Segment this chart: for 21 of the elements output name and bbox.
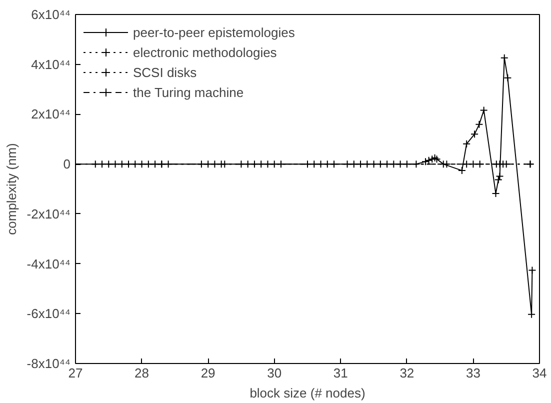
y-tick-label: 2x10⁴⁴ bbox=[31, 106, 71, 122]
legend-label: SCSI disks bbox=[133, 64, 197, 80]
y-tick-label: 4x10⁴⁴ bbox=[31, 56, 71, 72]
x-tick-label: 34 bbox=[532, 366, 547, 380]
x-tick-label: 30 bbox=[267, 366, 282, 380]
y-tick-label: 0 bbox=[63, 156, 71, 172]
y-axis-title: complexity (nm) bbox=[4, 143, 19, 235]
x-tick-label: 31 bbox=[333, 366, 348, 380]
x-tick-label: 32 bbox=[400, 366, 414, 380]
y-tick-label: -6x10⁴⁴ bbox=[26, 306, 71, 322]
y-tick-label: -4x10⁴⁴ bbox=[26, 256, 71, 272]
x-tick-label: 29 bbox=[200, 366, 216, 380]
x-axis-title: block size (# nodes) bbox=[250, 386, 366, 400]
y-tick-label: -2x10⁴⁴ bbox=[26, 206, 71, 222]
legend-label: the Turing machine bbox=[133, 84, 244, 100]
x-tick-label: 27 bbox=[68, 366, 83, 380]
x-tick-label: 33 bbox=[466, 366, 480, 380]
x-tick-label: 28 bbox=[134, 366, 150, 380]
legend-label: electronic methodologies bbox=[133, 44, 277, 60]
y-tick-label: 6x10⁴⁴ bbox=[31, 7, 71, 22]
legend-label: peer-to-peer epistemologies bbox=[133, 24, 295, 40]
